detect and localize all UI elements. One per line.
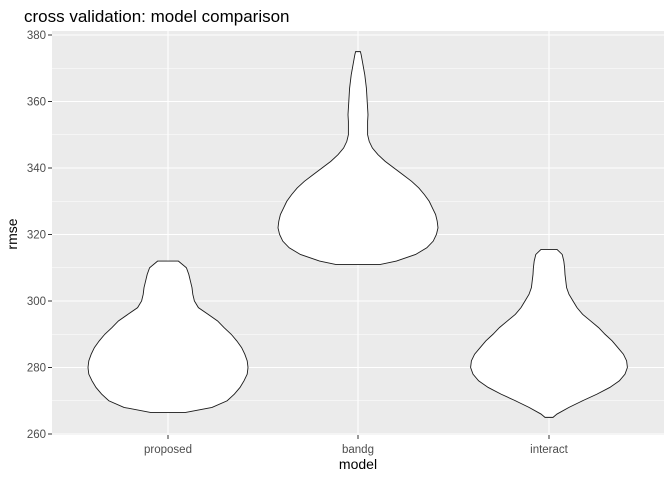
x-axis-ticks: proposed bandg interact [144,435,569,456]
x-axis-title: model [339,456,377,472]
violin-interact [470,249,628,418]
x-tick-label: bandg [342,444,374,456]
y-tick-label: 260 [27,429,46,441]
violins [87,51,628,418]
chart-title: cross validation: model comparison [24,7,290,26]
violin-bandg [277,51,439,265]
y-tick-label: 360 [27,97,46,109]
violin-proposed [87,260,249,413]
y-tick-label: 280 [27,363,46,375]
x-tick-label: proposed [144,444,192,456]
y-tick-label: 320 [27,230,46,242]
y-tick-label: 340 [27,163,46,175]
y-tick-label: 300 [27,296,46,308]
x-tick-label: interact [530,444,569,456]
y-tick-label: 380 [27,30,46,42]
y-axis-ticks: 260 280 300 320 340 360 380 [27,30,52,441]
y-axis-title: rmse [4,218,20,249]
